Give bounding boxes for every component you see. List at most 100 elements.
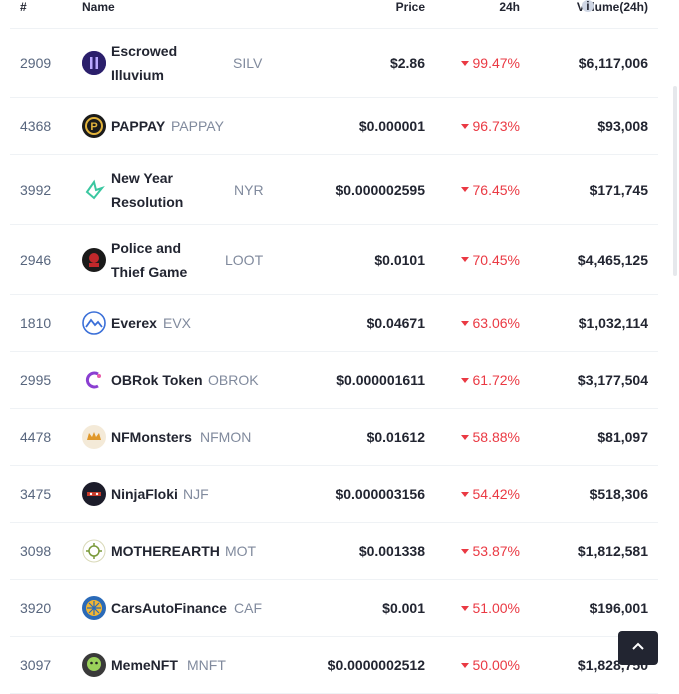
back-to-top-button[interactable] bbox=[618, 631, 658, 665]
change-value: 54.42% bbox=[472, 486, 520, 502]
table-row[interactable]: 2946 Police and Thief Game LOOT $0.0101 … bbox=[10, 225, 658, 295]
caret-down-icon bbox=[460, 187, 469, 192]
price-cell: $0.001338 bbox=[358, 543, 425, 559]
volume-cell: $171,745 bbox=[589, 181, 648, 198]
volume-header-label: Volume(24h) bbox=[576, 0, 648, 14]
price-cell: $0.000002595 bbox=[335, 181, 425, 198]
coin-name[interactable]: NinjaFloki bbox=[111, 486, 178, 502]
table-row[interactable]: 2995 OBRok Token OBROK $0.000001611 61.7… bbox=[10, 352, 658, 409]
loot-logo-icon bbox=[82, 247, 106, 272]
price-cell: $0.001 bbox=[382, 600, 425, 616]
rank-header[interactable]: # bbox=[20, 0, 27, 14]
ninjafloki-logo-icon bbox=[82, 482, 106, 506]
change-cell: 61.72% bbox=[460, 372, 520, 388]
price-cell: $0.0000002512 bbox=[327, 657, 425, 673]
coin-name[interactable]: Escrowed Illuvium bbox=[111, 43, 178, 83]
table-row[interactable]: 2909 Escrowed Illuvium SILV $2.86 99.47%… bbox=[10, 29, 658, 98]
svg-text:P: P bbox=[90, 121, 97, 133]
price-header[interactable]: Price bbox=[395, 0, 425, 14]
caret-down-icon bbox=[460, 257, 469, 262]
volume-header[interactable]: Volume(24h) i bbox=[577, 0, 648, 14]
change-cell: 70.45% bbox=[460, 251, 520, 268]
table-row[interactable]: 1810 Everex EVX $0.04671 63.06% $1,032,1… bbox=[10, 295, 658, 352]
change-cell: 96.73% bbox=[460, 118, 520, 134]
price-cell: $0.000003156 bbox=[335, 486, 425, 502]
caret-down-icon bbox=[460, 320, 469, 326]
coin-name[interactable]: NFMonsters bbox=[111, 429, 192, 445]
scrollbar[interactable] bbox=[673, 86, 677, 276]
coin-symbol: LOOT bbox=[225, 251, 264, 268]
change-cell: 76.45% bbox=[460, 181, 520, 198]
memenft-logo-icon bbox=[82, 653, 106, 677]
coin-symbol: NYR bbox=[234, 181, 264, 198]
change-value: 99.47% bbox=[472, 55, 520, 71]
coin-name[interactable]: MOTHEREARTH bbox=[111, 543, 220, 559]
caret-down-icon bbox=[460, 123, 469, 129]
rank-cell: 2995 bbox=[20, 372, 52, 388]
change-cell: 50.00% bbox=[460, 657, 520, 673]
change-value: 76.45% bbox=[472, 181, 520, 198]
rank-cell: 3097 bbox=[20, 657, 52, 673]
motherearth-logo-icon bbox=[82, 539, 106, 563]
volume-cell: $1,032,114 bbox=[578, 315, 648, 331]
table-row[interactable]: 3992 New Year Resolution NYR $0.00000259… bbox=[10, 155, 658, 225]
caf-logo-icon bbox=[82, 596, 106, 620]
change-cell: 63.06% bbox=[460, 315, 520, 331]
rank-cell: 3992 bbox=[20, 181, 52, 198]
coin-name[interactable]: CarsAutoFinance bbox=[111, 600, 227, 616]
table-row[interactable]: 4368 P PAPPAY PAPPAY $0.000001 96.73% $9… bbox=[10, 98, 658, 155]
coin-name[interactable]: MemeNFT bbox=[111, 657, 178, 673]
name-header[interactable]: Name bbox=[82, 0, 115, 14]
change-cell: 58.88% bbox=[460, 429, 520, 445]
table-row[interactable]: 3920 CarsAutoFinance CAF $0.001 51.00% $… bbox=[10, 580, 658, 637]
volume-cell: $81,097 bbox=[597, 429, 648, 445]
price-cell: $2.86 bbox=[389, 55, 425, 71]
coin-name[interactable]: New Year Resolution bbox=[111, 169, 184, 210]
table-row[interactable]: 3098 MOTHEREARTH MOT $0.001338 53.87% $1… bbox=[10, 523, 658, 580]
price-cell: $0.000001611 bbox=[336, 372, 425, 388]
change-cell: 51.00% bbox=[460, 600, 520, 616]
coin-symbol: SILV bbox=[233, 55, 263, 71]
pappay-logo-icon: P bbox=[82, 114, 106, 138]
coin-symbol: MNFT bbox=[187, 657, 226, 673]
price-cell: $0.01612 bbox=[366, 429, 425, 445]
caret-down-icon bbox=[460, 548, 469, 554]
rank-cell: 2909 bbox=[20, 55, 52, 71]
coin-name[interactable]: Everex bbox=[111, 315, 157, 331]
coin-symbol: NFMON bbox=[200, 429, 252, 445]
change-value: 70.45% bbox=[472, 251, 520, 268]
price-cell: $0.04671 bbox=[366, 315, 425, 331]
price-cell: $0.000001 bbox=[358, 118, 425, 134]
table-row[interactable]: 3097 MemeNFT MNFT $0.0000002512 50.00% $… bbox=[10, 637, 658, 694]
change-value: 96.73% bbox=[472, 118, 520, 134]
table-row[interactable]: 3475 NinjaFloki NJF $0.000003156 54.42% … bbox=[10, 466, 658, 523]
change-value: 58.88% bbox=[472, 429, 520, 445]
change-value: 50.00% bbox=[472, 657, 520, 673]
rank-cell: 4478 bbox=[20, 429, 52, 445]
nfmonsters-logo-icon bbox=[82, 425, 106, 449]
change-value: 51.00% bbox=[472, 600, 520, 616]
rank-cell: 3475 bbox=[20, 486, 52, 502]
coin-symbol: CAF bbox=[234, 600, 262, 616]
info-icon[interactable]: i bbox=[581, 0, 594, 12]
coin-name[interactable]: Police and Thief Game bbox=[111, 239, 188, 280]
caret-down-icon bbox=[460, 491, 469, 497]
caret-down-icon bbox=[460, 434, 469, 440]
volume-cell: $93,008 bbox=[597, 118, 648, 134]
everex-logo-icon bbox=[82, 311, 106, 335]
coin-symbol: MOT bbox=[225, 543, 257, 559]
price-cell: $0.0101 bbox=[374, 251, 425, 268]
illuvium-logo-icon bbox=[82, 51, 106, 75]
change-cell: 54.42% bbox=[460, 486, 520, 502]
table-row[interactable]: 4478 NFMonsters NFMON $0.01612 58.88% $8… bbox=[10, 409, 658, 466]
change-cell: 53.87% bbox=[460, 543, 520, 559]
change-cell: 99.47% bbox=[460, 55, 520, 71]
coin-name[interactable]: PAPPAY bbox=[111, 118, 166, 134]
nyr-logo-icon bbox=[82, 177, 106, 202]
coin-name[interactable]: OBRok Token bbox=[111, 372, 203, 388]
rank-cell: 2946 bbox=[20, 251, 52, 268]
caret-down-icon bbox=[460, 60, 469, 66]
change-header[interactable]: 24h bbox=[499, 0, 520, 14]
table-header: # Name Price 24h Volume(24h) i bbox=[10, 0, 658, 29]
rank-cell: 1810 bbox=[20, 315, 52, 331]
